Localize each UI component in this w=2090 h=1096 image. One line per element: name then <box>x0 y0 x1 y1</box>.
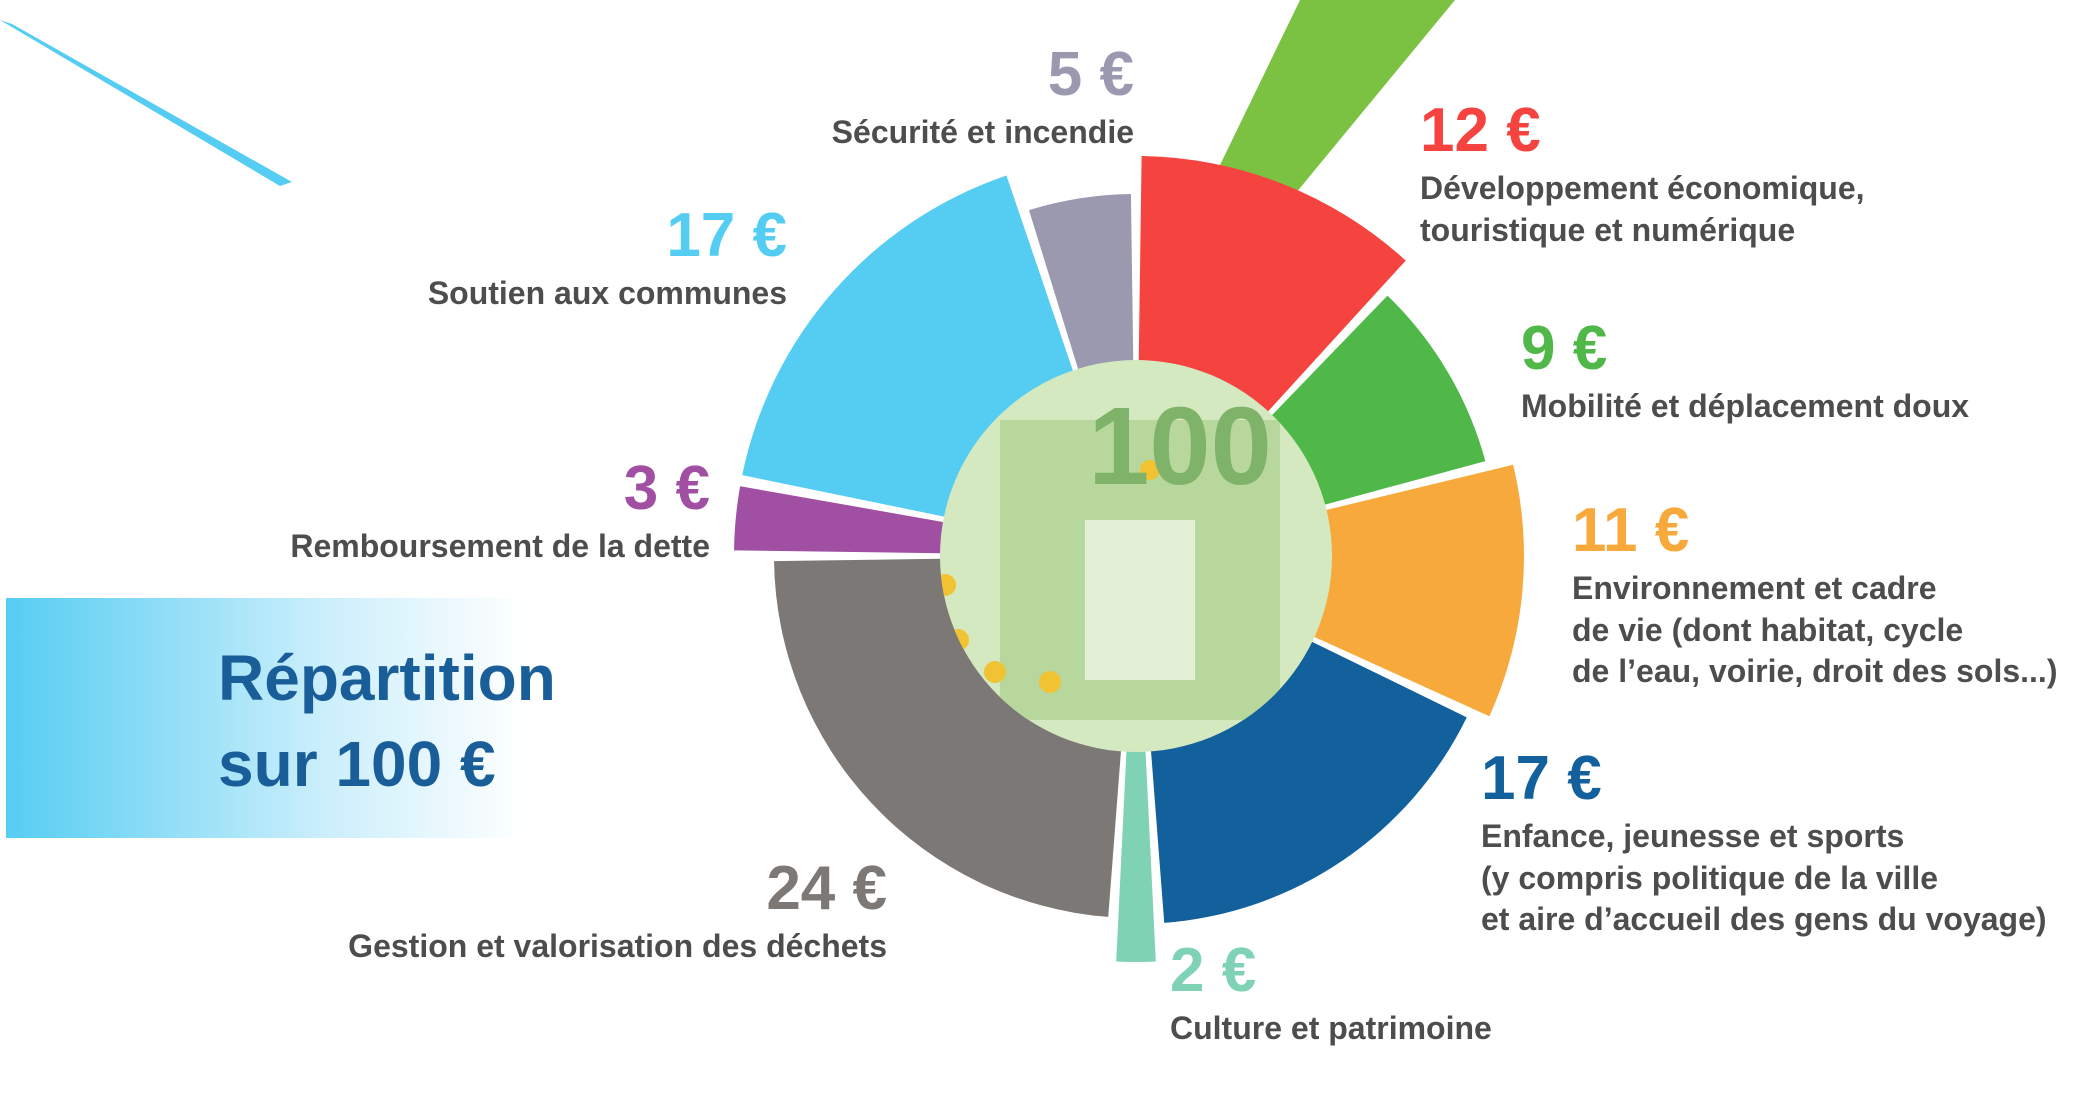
banknote-door <box>1085 520 1195 680</box>
category-label: Sécurité et incendie <box>831 114 1134 150</box>
pie-slice <box>734 486 953 554</box>
category-label: Gestion et valorisation des déchets <box>348 928 887 964</box>
slice-label: 24 € Gestion et valorisation des déchets <box>348 858 887 968</box>
stars <box>940 460 1160 693</box>
category-label: Remboursement de la dette <box>290 528 710 564</box>
value-label: 2 € <box>1170 936 1257 1005</box>
slice-label: 11 € Environnement et cadre de vie (dont … <box>1572 500 2057 693</box>
pie-slice <box>1116 741 1156 963</box>
slice-label: 9 € Mobilité et déplacement doux <box>1521 318 1969 428</box>
value-label: 17 € <box>666 201 787 270</box>
value-label: 11 € <box>1572 496 1690 565</box>
pie-slice <box>1265 295 1486 508</box>
pie-slice <box>1028 194 1134 379</box>
value-label: 24 € <box>766 854 887 923</box>
title-band <box>6 598 526 838</box>
value-label: 5 € <box>1047 40 1134 109</box>
slice-label: 2 € Culture et patrimoine <box>1170 940 1492 1050</box>
slice-label: 12 € Développement économique, touristiqu… <box>1420 100 1865 251</box>
category-label: Culture et patrimoine <box>1170 1010 1492 1046</box>
category-label: Développement économique, touristique et… <box>1420 170 1865 248</box>
banknote-value: 100 <box>1088 385 1272 508</box>
pie-slice <box>1150 637 1467 923</box>
slice-label: 3 € Remboursement de la dette <box>290 458 710 568</box>
value-label: 9 € <box>1521 314 1608 383</box>
value-label: 17 € <box>1481 744 1602 813</box>
slice-label: 17 € Soutien aux communes <box>428 205 787 315</box>
category-label: Mobilité et déplacement doux <box>1521 388 1970 424</box>
category-label: Enfance, jeunesse et sports (y compris p… <box>1481 818 2047 938</box>
value-label: 3 € <box>623 454 710 523</box>
slice-label: 17 € Enfance, jeunesse et sports (y compr… <box>1481 748 2047 941</box>
category-label: Soutien aux communes <box>427 275 787 311</box>
banknote: 100 <box>940 360 1332 752</box>
pie-slice <box>1138 156 1406 419</box>
pie-slice <box>1305 464 1524 717</box>
chart-title: Répartition sur 100 € <box>218 642 556 801</box>
slice-label: 5 € Sécurité et incendie <box>832 44 1134 154</box>
pie-slice <box>774 558 1122 917</box>
category-label: Environnement et cadre de vie (dont habi… <box>1572 570 2058 690</box>
value-label: 12 € <box>1420 96 1541 165</box>
decor-stripe <box>0 20 292 186</box>
